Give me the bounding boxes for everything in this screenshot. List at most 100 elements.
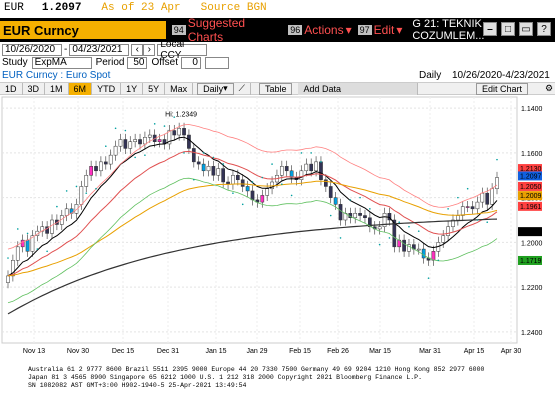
- settings-icon[interactable]: ⚙: [540, 83, 555, 95]
- candle-body: [353, 213, 358, 219]
- start-date-input[interactable]: 10/26/2020: [2, 43, 62, 56]
- sar-dot: [290, 194, 293, 197]
- high-label: Hi: 1.2349: [165, 112, 197, 119]
- candle-body: [416, 248, 421, 251]
- help-icon[interactable]: ?: [537, 22, 551, 36]
- sar-dot: [124, 129, 127, 132]
- study-label: Study: [2, 57, 28, 68]
- sar-dot: [349, 199, 352, 201]
- restore-icon[interactable]: ▭: [519, 22, 533, 36]
- candle-body: [211, 166, 216, 176]
- period-max[interactable]: Max: [165, 82, 194, 95]
- candle-body: [392, 219, 397, 248]
- value-tag-label: 1.1848: [520, 229, 542, 236]
- sar-dot: [271, 163, 273, 165]
- next-icon[interactable]: ›: [143, 43, 156, 56]
- candle-body: [201, 163, 206, 172]
- period-6m[interactable]: 6M: [68, 82, 93, 95]
- candle-body: [74, 204, 79, 214]
- security-field[interactable]: EUR Curncy: [0, 21, 166, 39]
- x-tick-label: Apr 15: [464, 348, 485, 355]
- end-date-input[interactable]: 04/23/2021: [69, 43, 130, 56]
- table-button[interactable]: Table: [258, 82, 293, 95]
- candle-body: [50, 219, 54, 234]
- candle-body: [235, 175, 240, 180]
- candle-body: [333, 197, 338, 205]
- sar-dot: [16, 228, 19, 230]
- sar-dot: [329, 214, 332, 217]
- candle-body: [475, 201, 480, 210]
- candle-body: [451, 219, 455, 227]
- window-controls: ⎯ □ ▭ ?: [483, 22, 551, 36]
- edit-chart-button[interactable]: Edit Chart: [476, 82, 529, 95]
- line-chart-icon[interactable]: ⟋: [234, 82, 251, 95]
- candle-body: [368, 217, 372, 227]
- actions-button[interactable]: 96 Actions ▾: [288, 18, 352, 42]
- candle-body: [231, 175, 235, 185]
- dropdown-arrow-icon: ▾: [223, 83, 228, 93]
- sar-dot: [466, 187, 469, 190]
- study-options-button[interactable]: [204, 56, 229, 69]
- sar-dot: [153, 123, 156, 125]
- suggested-charts-button[interactable]: 94 Suggested Charts: [171, 16, 283, 44]
- period-1m[interactable]: 1M: [45, 82, 69, 95]
- sar-dot: [163, 125, 166, 127]
- date-range-bar: 10/26/2020 - 04/23/2021 ‹ › Local CCY: [0, 39, 555, 61]
- candle-body: [490, 188, 494, 205]
- period-ytd[interactable]: YTD: [92, 82, 122, 95]
- prev-icon[interactable]: ‹: [131, 43, 144, 56]
- dropdown-arrow-icon: ▾: [345, 23, 352, 37]
- menu-label: Suggested Charts: [187, 16, 246, 44]
- price-chart[interactable]: 1.24001.22001.20001.18001.16001.1400Nov …: [0, 95, 555, 363]
- candle-body: [407, 244, 411, 252]
- candle-body: [460, 206, 465, 216]
- x-tick-label: Feb 15: [289, 348, 311, 355]
- maximize-icon[interactable]: □: [501, 22, 515, 36]
- period-1d[interactable]: 1D: [0, 82, 23, 95]
- sar-dot: [320, 161, 322, 163]
- sar-dot: [212, 156, 215, 159]
- candle-body: [402, 239, 406, 252]
- candle-body: [456, 215, 460, 221]
- currency-select[interactable]: Local CCY: [157, 39, 208, 61]
- frequency-select[interactable]: Daily ▾: [197, 82, 234, 95]
- x-tick-label: Mar 31: [419, 348, 441, 355]
- period-3d[interactable]: 3D: [23, 82, 46, 95]
- sar-dot: [95, 187, 97, 190]
- value-tag: [518, 227, 542, 237]
- x-tick-label: Feb 26: [327, 348, 349, 355]
- candle-body: [143, 137, 147, 145]
- value-tag-label: 1.2050: [520, 184, 542, 191]
- period-5y[interactable]: 5Y: [143, 82, 166, 95]
- menu-number: 96: [288, 25, 303, 35]
- description-bar: EUR Curncy : Euro Spot Daily 10/26/2020-…: [0, 70, 555, 82]
- value-tag: [518, 201, 542, 211]
- x-tick-label: Apr 30: [501, 348, 522, 355]
- sar-dot: [193, 178, 195, 181]
- study-select[interactable]: ExpMA: [31, 56, 92, 69]
- candle-body: [123, 139, 128, 149]
- sar-dot: [310, 152, 312, 154]
- value-tag-label: 1.1961: [520, 204, 542, 211]
- offset-input[interactable]: 0: [180, 56, 201, 69]
- add-data-button[interactable]: Add Data: [298, 82, 419, 95]
- candle-body: [314, 161, 318, 172]
- ema-long-line: [7, 180, 498, 277]
- candle-body: [431, 251, 436, 261]
- period-input[interactable]: 50: [127, 56, 148, 69]
- menu-label: Edit: [373, 23, 395, 37]
- sar-dot: [183, 152, 185, 154]
- candle-body: [279, 166, 284, 176]
- candle-body: [133, 139, 137, 142]
- candle-body: [157, 139, 162, 142]
- minimize-icon[interactable]: ⎯: [483, 22, 497, 36]
- candle-body: [182, 128, 186, 136]
- sar-dot: [232, 192, 234, 194]
- sar-dot: [427, 277, 430, 279]
- edit-button[interactable]: 97 Edit ▾: [357, 18, 402, 42]
- candle-body: [11, 260, 15, 277]
- y-tick-label: 1.1600: [521, 151, 543, 158]
- candle-body: [167, 130, 172, 145]
- period-1y[interactable]: 1Y: [121, 82, 144, 95]
- candle-body: [289, 170, 294, 178]
